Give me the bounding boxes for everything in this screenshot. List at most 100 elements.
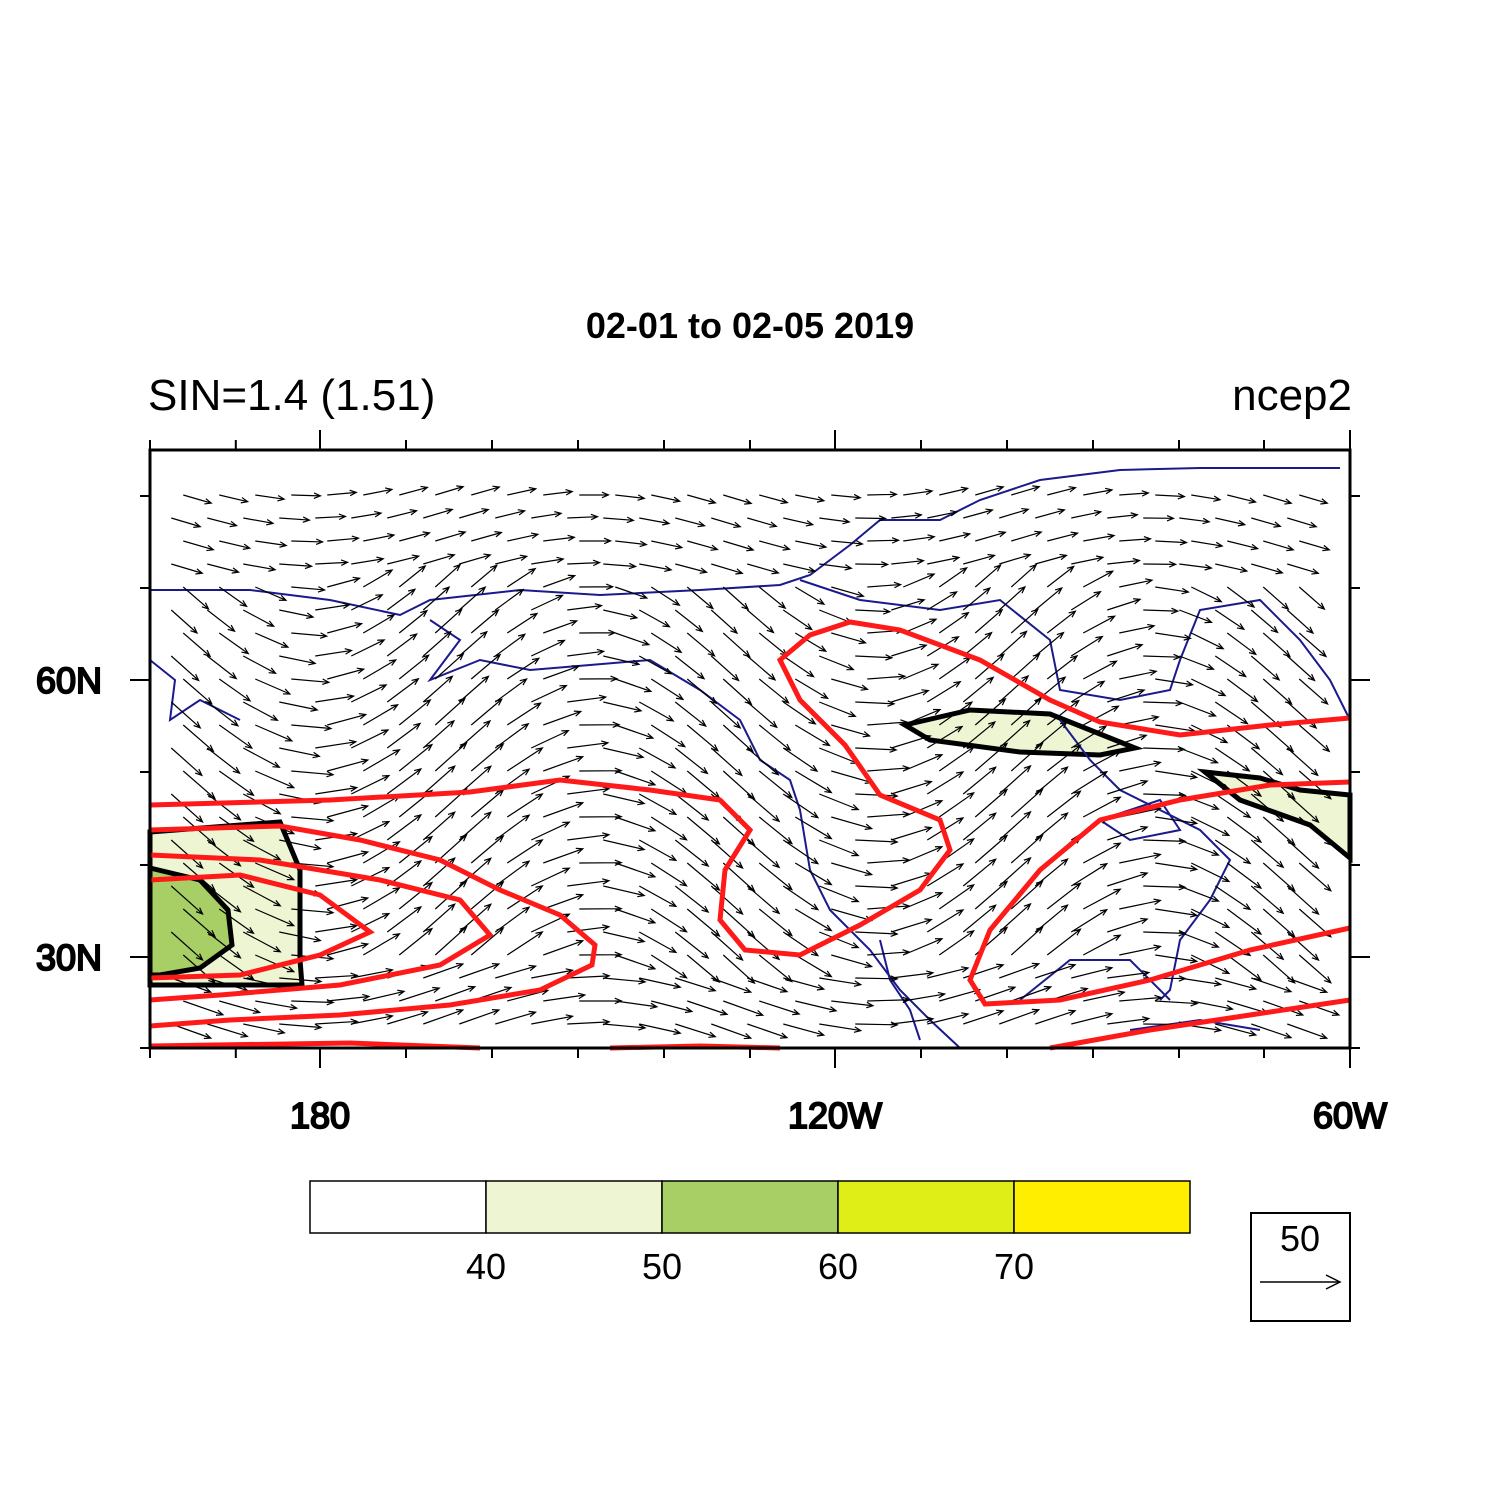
wind-arrow <box>1082 842 1122 864</box>
wind-arrow <box>182 770 217 800</box>
wind-arrow <box>579 629 617 637</box>
wind-arrow <box>723 540 755 552</box>
wind-arrow <box>291 678 331 686</box>
wind-arrow <box>603 931 646 944</box>
wind-arrow <box>1107 1016 1151 1025</box>
wind-arrow <box>1119 669 1158 680</box>
wind-arrow <box>242 839 282 861</box>
wind-arrow <box>1250 609 1279 634</box>
wind-arrow <box>579 675 619 683</box>
wind-arrow <box>459 508 490 519</box>
wind-arrow <box>1107 643 1144 657</box>
wind-arrow <box>567 694 608 703</box>
wind-arrow <box>926 909 965 933</box>
wind-arrow <box>243 517 275 526</box>
wind-arrow <box>794 954 833 978</box>
wind-arrow <box>938 746 975 772</box>
wind-arrow <box>170 885 204 915</box>
wind-arrow <box>722 632 751 658</box>
wind-arrow <box>1143 653 1182 661</box>
wind-arrow <box>506 931 544 956</box>
wind-arrow <box>603 977 647 985</box>
wind-arrow <box>998 764 1032 795</box>
wind-arrow <box>1107 779 1149 795</box>
wind-arrow <box>867 581 903 589</box>
wind-arrow <box>615 816 657 832</box>
wind-arrow <box>747 517 778 528</box>
wind-arrow <box>903 846 944 864</box>
wind-arrow <box>1046 928 1082 956</box>
wind-arrow <box>674 655 706 680</box>
wind-arrow <box>1143 699 1184 707</box>
wind-arrow <box>170 701 202 729</box>
wind-arrow <box>1262 586 1290 611</box>
wind-arrow <box>867 719 909 726</box>
wind-arrow <box>531 639 566 657</box>
wind-arrow <box>1107 734 1148 749</box>
wind-arrow <box>1226 632 1258 656</box>
wind-arrow <box>206 793 242 821</box>
wind-arrow <box>255 678 292 695</box>
wind-arrow <box>722 586 750 611</box>
wind-arrow <box>1263 494 1293 505</box>
colorbar-box <box>837 1180 1015 1234</box>
wind-arrow <box>1155 862 1199 872</box>
wind-arrow <box>891 689 930 703</box>
wind-arrow <box>674 885 710 913</box>
wind-arrow <box>531 729 570 749</box>
wind-arrow <box>398 835 434 864</box>
wind-arrow <box>315 739 358 749</box>
wind-arrow <box>543 992 587 1002</box>
wind-arrow <box>255 540 288 548</box>
wind-arrow <box>1262 724 1295 753</box>
wind-arrow <box>1046 882 1082 910</box>
wind-arrow <box>1179 655 1215 670</box>
wind-arrow <box>722 724 755 753</box>
wind-arrow <box>1215 563 1249 573</box>
wind-arrow <box>1107 970 1151 979</box>
wind-arrow <box>1119 578 1154 588</box>
wind-arrow <box>927 966 970 979</box>
wind-arrow <box>831 493 862 501</box>
wind-arrow <box>1070 680 1106 703</box>
wind-arrow <box>1226 770 1263 798</box>
wind-arrow <box>710 885 744 916</box>
wind-arrow <box>434 652 465 680</box>
wind-arrow <box>939 532 972 542</box>
wind-arrow <box>962 720 997 749</box>
wind-arrow <box>975 530 1007 542</box>
wind-arrow <box>831 586 865 598</box>
wind-arrow <box>531 968 575 979</box>
wind-arrow <box>531 684 568 703</box>
wind-arrow <box>435 985 477 1002</box>
wind-arrow <box>1046 790 1082 818</box>
wind-arrow <box>1226 678 1259 703</box>
wind-arrow <box>183 1000 225 1016</box>
wind-arrow <box>783 1023 826 1037</box>
wind-arrow <box>495 1010 538 1025</box>
wind-arrow <box>867 673 907 680</box>
wind-arrow <box>794 908 833 932</box>
wind-arrow <box>1286 885 1320 916</box>
wind-arrow <box>1143 837 1187 845</box>
wind-arrow <box>1035 963 1077 979</box>
wind-arrow <box>1143 929 1187 937</box>
wind-arrow <box>459 1009 501 1025</box>
wind-arrow <box>206 701 240 727</box>
wind-arrow <box>206 609 236 633</box>
wind-arrow <box>219 494 250 504</box>
x-tick-label: 180 <box>290 1095 350 1136</box>
wind-arrow <box>782 609 814 631</box>
wind-arrow <box>315 693 356 703</box>
wind-arrow <box>434 879 468 910</box>
wind-arrow <box>327 535 360 543</box>
wind-arrow <box>1214 885 1252 911</box>
wind-arrow <box>399 986 441 1002</box>
wind-arrow <box>1298 724 1331 753</box>
wind-arrow <box>350 639 386 657</box>
wind-arrow <box>1298 862 1332 892</box>
wind-arrow <box>398 609 429 634</box>
wind-arrow <box>567 648 606 657</box>
wind-arrow <box>206 931 242 959</box>
wind-arrow <box>746 931 781 961</box>
